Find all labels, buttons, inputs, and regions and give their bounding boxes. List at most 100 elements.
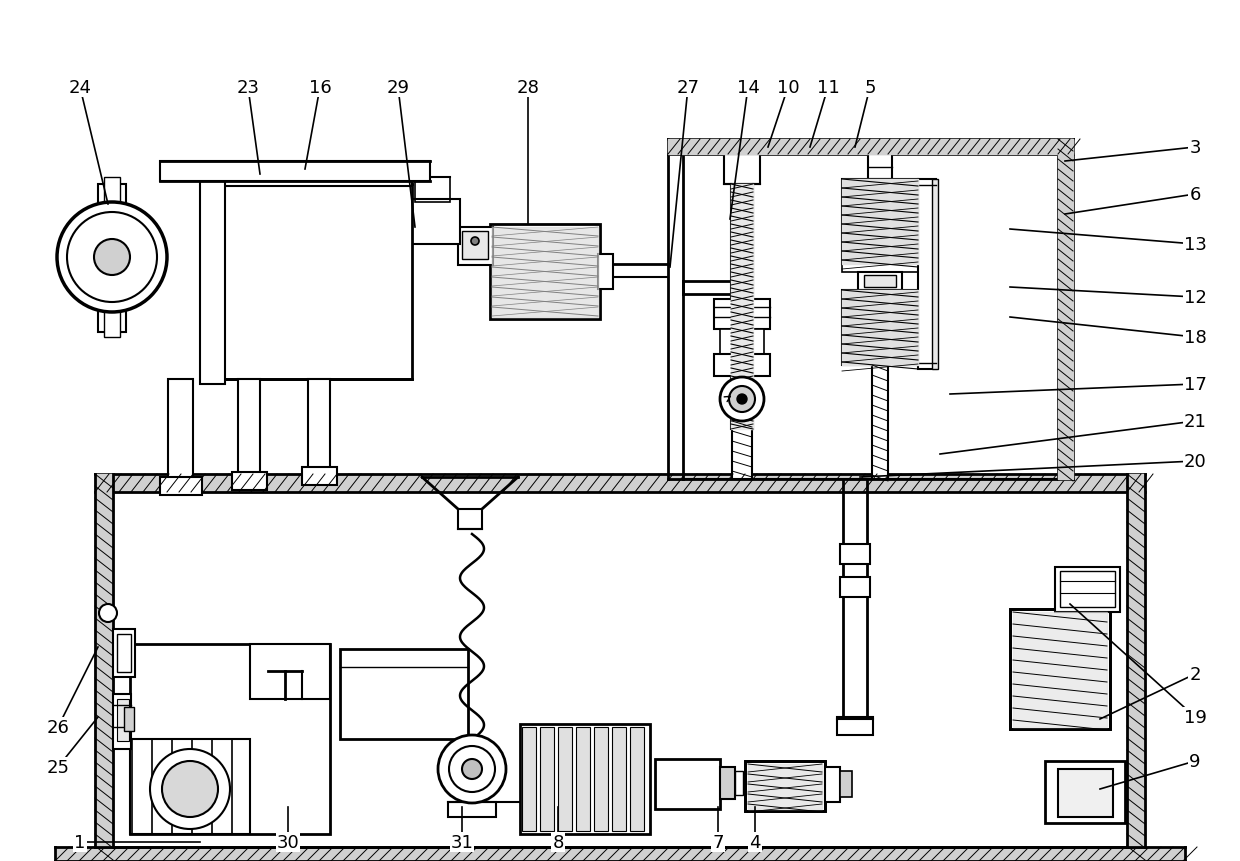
- Text: 19: 19: [1183, 709, 1207, 726]
- Bar: [238, 380, 260, 474]
- Text: 4: 4: [749, 833, 761, 851]
- Bar: [839, 544, 870, 564]
- Text: 14: 14: [737, 79, 759, 97]
- Bar: [842, 291, 918, 366]
- Bar: [858, 273, 901, 291]
- Bar: [1060, 572, 1115, 607]
- Text: 2: 2: [1189, 666, 1200, 684]
- Bar: [98, 185, 126, 332]
- Bar: [932, 180, 937, 369]
- Circle shape: [57, 202, 167, 313]
- Circle shape: [438, 735, 506, 803]
- Circle shape: [99, 604, 117, 623]
- Text: 17: 17: [1183, 375, 1207, 393]
- Text: 18: 18: [1184, 329, 1207, 347]
- Bar: [720, 767, 735, 799]
- Bar: [415, 177, 450, 202]
- Text: 5: 5: [864, 79, 875, 97]
- Text: 20: 20: [1184, 453, 1207, 470]
- Bar: [745, 761, 825, 811]
- Bar: [303, 468, 337, 486]
- Bar: [117, 635, 131, 672]
- Bar: [714, 300, 770, 330]
- Bar: [463, 232, 489, 260]
- Circle shape: [94, 239, 130, 276]
- Bar: [558, 728, 572, 831]
- Bar: [1011, 610, 1110, 729]
- Bar: [839, 771, 852, 797]
- Bar: [160, 478, 202, 495]
- Circle shape: [463, 759, 482, 779]
- Bar: [918, 180, 936, 369]
- Circle shape: [471, 238, 479, 245]
- Circle shape: [67, 213, 157, 303]
- Bar: [458, 228, 494, 266]
- Bar: [1045, 761, 1125, 823]
- Bar: [222, 185, 412, 380]
- Bar: [724, 155, 760, 185]
- Text: 29: 29: [387, 79, 409, 97]
- Bar: [825, 767, 839, 802]
- Bar: [745, 761, 825, 811]
- Bar: [448, 802, 496, 817]
- Bar: [1058, 769, 1114, 817]
- Text: 1: 1: [74, 833, 86, 851]
- Bar: [1055, 567, 1120, 612]
- Bar: [167, 380, 193, 480]
- Bar: [720, 330, 764, 355]
- Text: 27: 27: [677, 79, 699, 97]
- Text: 11: 11: [817, 79, 839, 97]
- Bar: [522, 728, 536, 831]
- Bar: [539, 728, 554, 831]
- Bar: [117, 699, 129, 741]
- Text: 24: 24: [68, 79, 92, 97]
- Bar: [732, 422, 751, 480]
- Bar: [232, 473, 267, 491]
- Text: 8: 8: [552, 833, 564, 851]
- Bar: [577, 728, 590, 831]
- Bar: [405, 200, 460, 245]
- Bar: [308, 380, 330, 469]
- Bar: [598, 255, 613, 289]
- Text: 6: 6: [1189, 186, 1200, 204]
- Bar: [104, 177, 120, 338]
- Bar: [490, 225, 600, 319]
- Text: 9: 9: [1189, 753, 1200, 770]
- Bar: [160, 162, 430, 182]
- Text: 28: 28: [517, 79, 539, 97]
- Text: 3: 3: [1189, 139, 1200, 157]
- Bar: [872, 366, 888, 480]
- Bar: [842, 180, 918, 264]
- Text: 12: 12: [1183, 288, 1207, 307]
- Bar: [839, 578, 870, 598]
- Text: 13: 13: [1183, 236, 1207, 254]
- Bar: [613, 728, 626, 831]
- Bar: [113, 694, 131, 749]
- Bar: [864, 276, 897, 288]
- Bar: [520, 724, 650, 834]
- Bar: [340, 649, 467, 739]
- Circle shape: [720, 378, 764, 422]
- Text: 26: 26: [47, 718, 69, 736]
- Bar: [130, 739, 250, 834]
- Bar: [200, 175, 224, 385]
- Text: 7: 7: [712, 833, 724, 851]
- Circle shape: [150, 749, 229, 829]
- Text: 31: 31: [450, 833, 474, 851]
- Circle shape: [162, 761, 218, 817]
- Bar: [714, 355, 770, 376]
- Circle shape: [729, 387, 755, 412]
- Text: 25: 25: [47, 759, 69, 776]
- Text: 16: 16: [309, 79, 331, 97]
- Bar: [124, 707, 134, 731]
- Bar: [868, 155, 892, 180]
- Bar: [842, 264, 918, 273]
- Bar: [458, 510, 482, 530]
- Bar: [222, 164, 412, 187]
- Bar: [250, 644, 330, 699]
- Bar: [594, 728, 608, 831]
- Bar: [130, 644, 330, 834]
- Text: 23: 23: [237, 79, 259, 97]
- Text: 21: 21: [1183, 412, 1207, 430]
- Text: 30: 30: [277, 833, 299, 851]
